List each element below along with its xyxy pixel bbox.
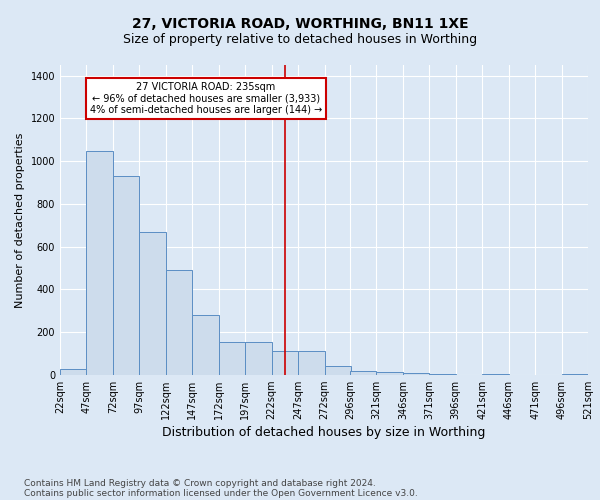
Bar <box>376 372 403 375</box>
X-axis label: Distribution of detached houses by size in Worthing: Distribution of detached houses by size … <box>163 426 485 440</box>
Text: 27, VICTORIA ROAD, WORTHING, BN11 1XE: 27, VICTORIA ROAD, WORTHING, BN11 1XE <box>131 18 469 32</box>
Bar <box>113 176 139 375</box>
Bar <box>298 352 325 375</box>
Bar <box>192 315 219 375</box>
Text: Contains HM Land Registry data © Crown copyright and database right 2024.: Contains HM Land Registry data © Crown c… <box>24 478 376 488</box>
Y-axis label: Number of detached properties: Number of detached properties <box>15 132 25 308</box>
Text: 27 VICTORIA ROAD: 235sqm
← 96% of detached houses are smaller (3,933)
4% of semi: 27 VICTORIA ROAD: 235sqm ← 96% of detach… <box>90 82 322 116</box>
Bar <box>245 342 272 375</box>
Bar <box>429 374 456 375</box>
Bar <box>562 374 588 375</box>
Bar <box>482 374 509 375</box>
Text: Size of property relative to detached houses in Worthing: Size of property relative to detached ho… <box>123 32 477 46</box>
Bar <box>272 352 298 375</box>
Bar <box>60 368 86 375</box>
Bar <box>403 374 429 375</box>
Text: Contains public sector information licensed under the Open Government Licence v3: Contains public sector information licen… <box>24 488 418 498</box>
Bar <box>139 232 166 375</box>
Bar <box>166 270 192 375</box>
Bar <box>219 342 245 375</box>
Bar <box>325 366 351 375</box>
Bar <box>350 370 376 375</box>
Bar <box>86 150 113 375</box>
